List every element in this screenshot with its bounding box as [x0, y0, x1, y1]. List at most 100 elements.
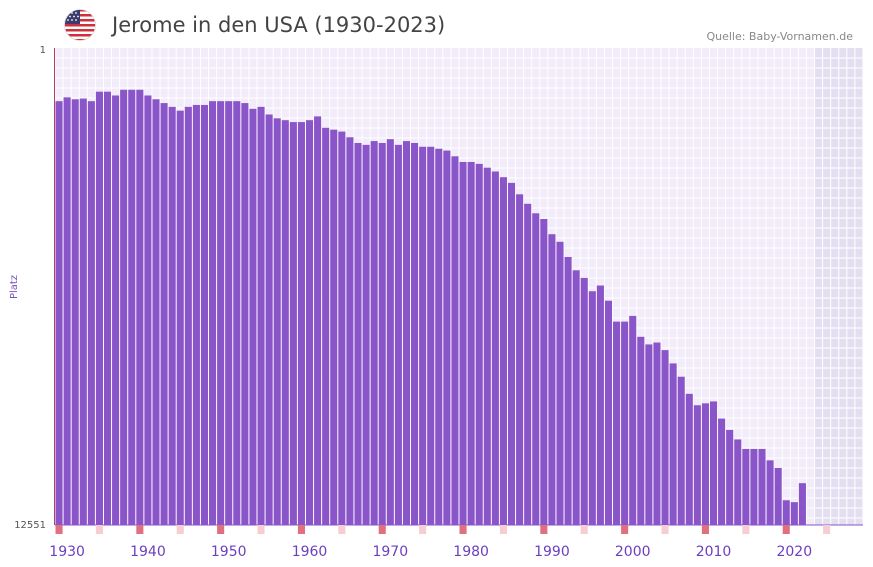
bar-2011 — [718, 418, 726, 525]
bar-1988 — [532, 213, 540, 526]
bar-1999 — [621, 321, 629, 525]
bar-1938 — [128, 89, 136, 526]
year-marker-1934 — [95, 525, 103, 534]
bar-1983 — [491, 171, 499, 525]
bar-2001 — [637, 336, 645, 525]
year-marker-1999 — [621, 525, 629, 534]
bar-1950 — [225, 101, 233, 525]
x-tick-labels: 1930 1940 1950 1960 1970 1980 1990 2000 2010 2020 — [49, 544, 812, 560]
bar-series — [55, 89, 806, 526]
bar-1994 — [580, 277, 588, 525]
year-marker-1939 — [136, 525, 144, 534]
bar-1931 — [71, 99, 79, 525]
bar-1932 — [79, 98, 87, 526]
bar-1982 — [483, 167, 491, 526]
bar-1963 — [330, 129, 338, 525]
year-marker-2014 — [742, 525, 750, 534]
bar-1986 — [516, 194, 524, 525]
year-marker-1954 — [257, 525, 265, 534]
x-tick-1990: 1990 — [534, 544, 570, 560]
bar-1970 — [386, 139, 394, 525]
bar-1996 — [596, 285, 604, 525]
bar-1942 — [160, 103, 168, 525]
year-marker-1994 — [580, 525, 588, 534]
x-tick-1980: 1980 — [453, 544, 489, 560]
bar-1952 — [241, 103, 249, 525]
bar-2019 — [782, 500, 790, 525]
year-marker-1959 — [297, 525, 305, 534]
bar-1947 — [200, 104, 209, 526]
x-tick-1930: 1930 — [49, 544, 85, 560]
bar-1937 — [120, 89, 128, 526]
x-tick-1940: 1940 — [130, 544, 166, 560]
bar-1991 — [556, 241, 564, 526]
bar-2017 — [766, 460, 774, 525]
chart-title: Jerome in den USA (1930-2023) — [112, 13, 446, 37]
x-tick-1970: 1970 — [372, 544, 408, 560]
bar-1943 — [168, 106, 176, 526]
bar-2020 — [790, 502, 798, 525]
bar-1940 — [144, 95, 152, 525]
bar-1977 — [443, 150, 451, 526]
bar-1946 — [192, 104, 200, 526]
bar-1935 — [103, 91, 112, 526]
bar-1973 — [411, 142, 419, 525]
bar-1972 — [402, 141, 411, 525]
bar-1941 — [152, 99, 160, 525]
bar-1971 — [394, 144, 402, 525]
year-marker-1949 — [217, 525, 225, 534]
bar-1992 — [564, 257, 572, 525]
year-marker-1984 — [499, 525, 507, 534]
bar-1981 — [475, 163, 483, 525]
bar-1984 — [499, 177, 507, 525]
bar-1968 — [370, 141, 378, 525]
year-marker-1944 — [176, 525, 184, 534]
bar-1978 — [451, 156, 459, 525]
bar-2010 — [709, 401, 718, 525]
bar-1995 — [588, 291, 596, 525]
source-label: Quelle: Baby-Vornamen.de — [706, 30, 853, 43]
bar-1949 — [217, 101, 225, 525]
bar-1993 — [572, 270, 580, 525]
bar-2012 — [726, 429, 734, 525]
year-marker-1964 — [338, 525, 346, 534]
year-marker-1974 — [419, 525, 427, 534]
bar-2021 — [798, 483, 806, 525]
bar-2003 — [653, 342, 661, 525]
x-tick-1960: 1960 — [292, 544, 328, 560]
bar-1998 — [613, 321, 621, 525]
bar-1945 — [184, 106, 192, 526]
bar-1933 — [87, 101, 95, 525]
bar-1934 — [95, 91, 103, 526]
bar-2015 — [750, 448, 758, 525]
x-tick-2020: 2020 — [776, 544, 812, 560]
bar-1929 — [55, 101, 63, 525]
bar-1939 — [136, 89, 144, 526]
year-marker-2004 — [661, 525, 669, 534]
bar-1989 — [540, 218, 548, 525]
bar-1948 — [209, 101, 217, 525]
bar-1957 — [281, 120, 289, 526]
year-marker-2019 — [782, 525, 790, 534]
bar-2006 — [677, 376, 685, 525]
bar-1964 — [338, 131, 346, 525]
bar-1951 — [233, 101, 241, 525]
bar-1965 — [346, 137, 354, 526]
y-tick-bottom: 12551 — [14, 520, 46, 531]
bar-2004 — [661, 350, 669, 525]
year-marker-1969 — [378, 525, 386, 534]
year-marker-1979 — [459, 525, 467, 534]
bar-2005 — [669, 363, 677, 525]
bar-1961 — [314, 116, 322, 525]
y-axis-label: Platz — [9, 275, 20, 299]
bar-1997 — [604, 300, 613, 525]
bar-2000 — [629, 315, 637, 525]
bar-1936 — [112, 95, 120, 525]
bar-1974 — [419, 146, 427, 525]
bar-1975 — [427, 146, 435, 525]
bar-2009 — [701, 403, 709, 525]
bar-1956 — [273, 118, 281, 525]
bar-1953 — [249, 108, 257, 525]
year-marker-1989 — [540, 525, 548, 534]
bar-1930 — [63, 97, 71, 526]
